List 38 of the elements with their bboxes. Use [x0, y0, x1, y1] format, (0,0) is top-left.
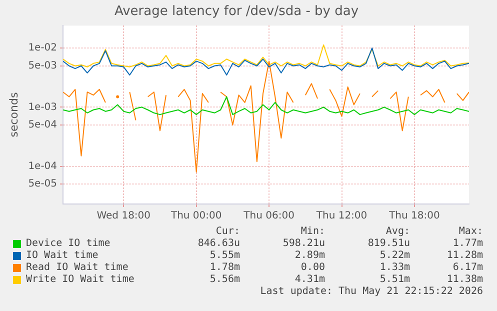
text: 5.51m	[380, 274, 410, 285]
x-tick-label: Thu 06:00	[242, 210, 294, 222]
text: Min:	[300, 226, 325, 237]
text: 819.51u	[368, 238, 410, 249]
legend-label: IO Wait time	[26, 250, 98, 261]
legend-label: Read IO Wait time	[26, 262, 128, 273]
text: 5.55m	[210, 250, 240, 261]
text: 6.17m	[452, 262, 483, 273]
text: 5.56m	[210, 274, 240, 285]
text: Cur:	[216, 226, 240, 237]
x-tick-label: Wed 18:00	[96, 210, 151, 222]
text: 2.89m	[294, 250, 325, 261]
chart-title: Average latency for /dev/sda - by day	[114, 4, 359, 20]
text: 846.63u	[198, 238, 240, 249]
text: 1.33m	[380, 262, 410, 273]
x-tick-label: Thu 18:00	[388, 210, 440, 222]
text: 1.78m	[210, 262, 240, 273]
text: Last update: Thu May 21 22:15:22 2026	[260, 286, 483, 297]
text: 598.21u	[282, 238, 325, 249]
y-tick-label: 5e-04	[28, 120, 58, 131]
text: 11.28m	[446, 250, 483, 261]
text: Avg:	[386, 226, 410, 237]
legend-label: Write IO Wait time	[26, 274, 134, 285]
text: 1.77m	[452, 238, 483, 249]
y-tick-label: 5e-03	[28, 60, 58, 72]
text: 4.31m	[294, 274, 325, 285]
y-tick-label: 1e-04	[28, 160, 58, 172]
x-tick-label: Thu 00:00	[170, 210, 222, 222]
y-tick-label: 5e-05	[28, 178, 58, 190]
x-tick-label: Thu 12:00	[315, 210, 368, 222]
text: 11.38m	[446, 274, 483, 285]
text: 5.22m	[380, 250, 410, 261]
y-axis-title: seconds	[7, 92, 20, 138]
text: Max:	[458, 226, 483, 237]
y-tick-label: 1e-03	[28, 102, 58, 113]
legend-label: Device IO time	[26, 238, 110, 249]
y-tick-label: 1e-02	[28, 42, 58, 54]
text: 0.00	[300, 262, 325, 273]
